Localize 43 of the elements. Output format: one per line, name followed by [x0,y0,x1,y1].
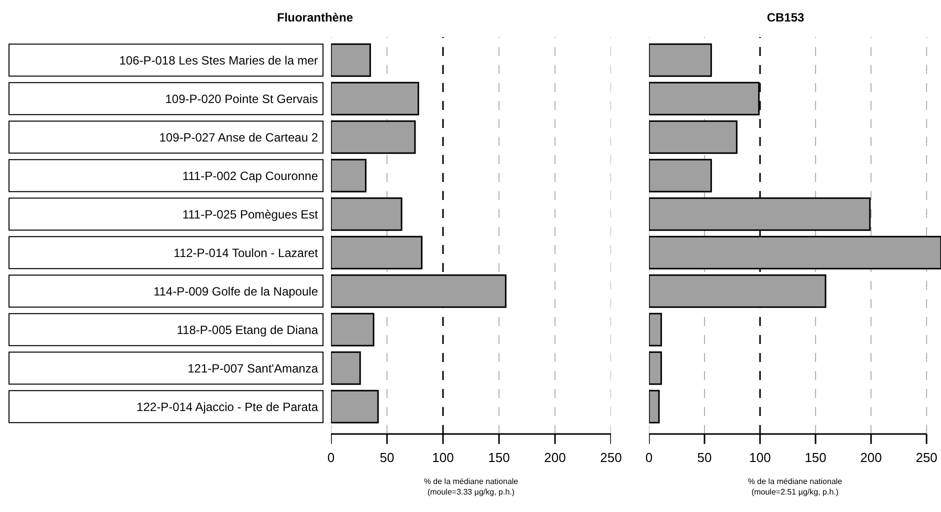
y-tick-label: 109-P-020 Pointe St Gervais [165,92,318,106]
bar [649,390,660,424]
bar [331,236,422,270]
bar [649,158,712,192]
x-tick-label: 0 [327,450,335,465]
x-tick-label: 50 [380,450,394,465]
bar [331,274,506,308]
y-tick-label: 109-P-027 Anse de Carteau 2 [159,130,318,144]
y-tick-label: 121-P-007 Sant'Amanza [188,361,318,376]
bar [331,43,371,77]
bar [331,82,420,116]
x-tick-label: 100 [432,450,454,465]
x-tick-label: 50 [697,450,712,465]
bar [649,43,712,77]
bar [649,312,662,346]
x-tick-label: 150 [488,450,510,465]
y-tick-label: 122-P-014 Ajaccio - Pte de Parata [136,400,318,414]
chart-title: Fluoranthène [276,10,354,24]
y-tick-label: 111-P-025 Pomègues Est [182,207,319,222]
bar [331,197,402,231]
x-tick-label: 100 [749,450,771,465]
x-tick-label: 150 [804,450,826,465]
x-tick-label: 250 [600,450,622,465]
x-tick-label: 200 [544,450,566,465]
bar [331,351,361,385]
bar [331,158,366,192]
x-axis-title: % de la médiane nationale (moule=3.33 µg/kg, p.h.) [424,477,519,496]
bar [649,120,738,154]
y-tick-label: 114-P-009 Golfe de la Napoule [153,284,318,298]
y-tick-label: 118-P-005 Etang de Diana [176,322,318,337]
bar [649,274,826,308]
bar [649,351,662,385]
x-tick-label: 250 [916,450,938,465]
chart-title: CB153 [766,10,804,24]
bar [331,120,416,154]
x-tick-label: 0 [645,450,653,465]
x-tick-label: 200 [860,450,882,465]
x-axis-title: % de la médiane nationale (moule=2.51 µg/kg, p.h.) [748,477,843,496]
y-tick-label: 112-P-014 Toulon - Lazaret [174,246,319,260]
bar [331,390,379,424]
y-tick-label: 111-P-002 Cap Couronne [182,168,318,183]
bar [331,312,374,346]
y-tick-label: 106-P-018 Les Stes Maries de la mer [119,53,318,68]
